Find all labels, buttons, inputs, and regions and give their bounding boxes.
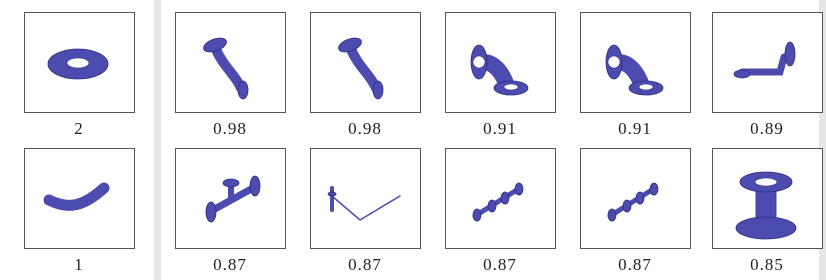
similarity-label: 0.87 — [348, 255, 382, 274]
thumbnail — [446, 13, 556, 113]
thumbnail-frame — [311, 13, 421, 113]
thumbnail — [713, 13, 823, 113]
thumbnail-frame — [311, 149, 421, 249]
thumbnail — [446, 149, 556, 249]
similarity-label: 0.89 — [750, 119, 784, 138]
divider — [154, 0, 161, 280]
similarity-label: 0.87 — [213, 255, 247, 274]
thumbnail — [581, 149, 691, 249]
thumbnail — [311, 149, 421, 249]
thumbnail — [25, 149, 135, 249]
similarity-label: 0.87 — [483, 255, 517, 274]
thumbnail-frame — [176, 13, 286, 113]
thumbnail — [176, 149, 286, 249]
similarity-label: 2 — [74, 119, 84, 138]
part-shape — [48, 49, 108, 79]
similarity-label: 0.91 — [483, 119, 517, 138]
thumbnail — [713, 149, 823, 249]
thumbnail — [176, 13, 286, 113]
figure: 2 0.98 0.98 0.91 0.91 0.89 1 0.87 0.87 0.87 0.87 0.… — [0, 0, 826, 280]
similarity-label: 0.87 — [618, 255, 652, 274]
similarity-label: 0.98 — [348, 119, 382, 138]
similarity-label: 1 — [74, 255, 84, 274]
thumbnail — [25, 13, 135, 113]
similarity-label: 0.85 — [750, 255, 784, 274]
thumbnail-frame — [713, 13, 823, 113]
thumbnail — [581, 13, 691, 113]
thumbnail — [311, 13, 421, 113]
similarity-label: 0.91 — [618, 119, 652, 138]
similarity-label: 0.98 — [213, 119, 247, 138]
